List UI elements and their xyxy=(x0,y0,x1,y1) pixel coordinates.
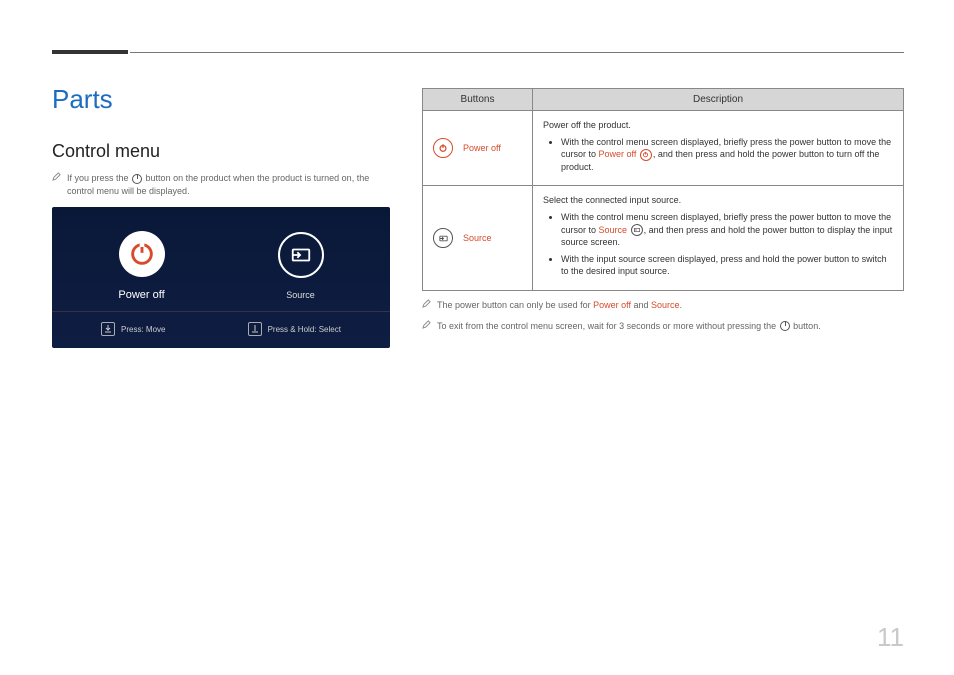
source-icon xyxy=(433,228,453,248)
power-button-icon xyxy=(132,174,142,184)
control-menu-label: Source xyxy=(286,290,315,300)
hint-label: Press & Hold: Select xyxy=(268,325,341,334)
buttons-table: Buttons Description Power off xyxy=(422,88,904,291)
table-row: Power off Power off the product. With th… xyxy=(423,111,904,186)
button-label: Source xyxy=(463,233,492,243)
intro-note-pre: If you press the xyxy=(67,173,131,183)
hint-press-move: Press: Move xyxy=(101,322,165,336)
hint-press-hold: Press & Hold: Select xyxy=(248,322,341,336)
press-hold-icon xyxy=(248,322,262,336)
hint-label: Press: Move xyxy=(121,325,165,334)
power-icon xyxy=(433,138,453,158)
table-row: Source Select the connected input source… xyxy=(423,186,904,291)
footer-note: The power button can only be used for Po… xyxy=(422,299,904,312)
power-button-icon xyxy=(780,321,790,331)
pencil-icon xyxy=(422,320,431,333)
footer-note: To exit from the control menu screen, wa… xyxy=(422,320,904,333)
source-icon xyxy=(278,232,324,278)
power-icon xyxy=(640,149,652,161)
control-menu-panel: Power off Source Press: Move xyxy=(52,207,390,348)
desc-lead: Power off the product. xyxy=(543,119,893,132)
section-title: Control menu xyxy=(52,141,392,162)
table-header-buttons: Buttons xyxy=(423,89,533,111)
control-menu-item-power-off[interactable]: Power off xyxy=(72,231,212,301)
desc-bullet: With the input source screen displayed, … xyxy=(561,253,893,278)
chapter-title: Parts xyxy=(52,84,392,115)
pencil-icon xyxy=(52,172,61,197)
intro-note: If you press the button on the product w… xyxy=(52,172,392,197)
press-icon xyxy=(101,322,115,336)
power-icon xyxy=(119,231,165,277)
source-icon xyxy=(631,224,643,236)
page-number: 11 xyxy=(877,622,904,653)
desc-bullet: With the control menu screen displayed, … xyxy=(561,211,893,249)
table-header-description: Description xyxy=(533,89,904,111)
header-rule-thin xyxy=(130,52,904,53)
control-menu-item-source[interactable]: Source xyxy=(231,232,371,300)
desc-bullet: With the control menu screen displayed, … xyxy=(561,136,893,174)
control-menu-label: Power off xyxy=(118,289,164,301)
desc-lead: Select the connected input source. xyxy=(543,194,893,207)
button-label: Power off xyxy=(463,143,501,153)
pencil-icon xyxy=(422,299,431,312)
